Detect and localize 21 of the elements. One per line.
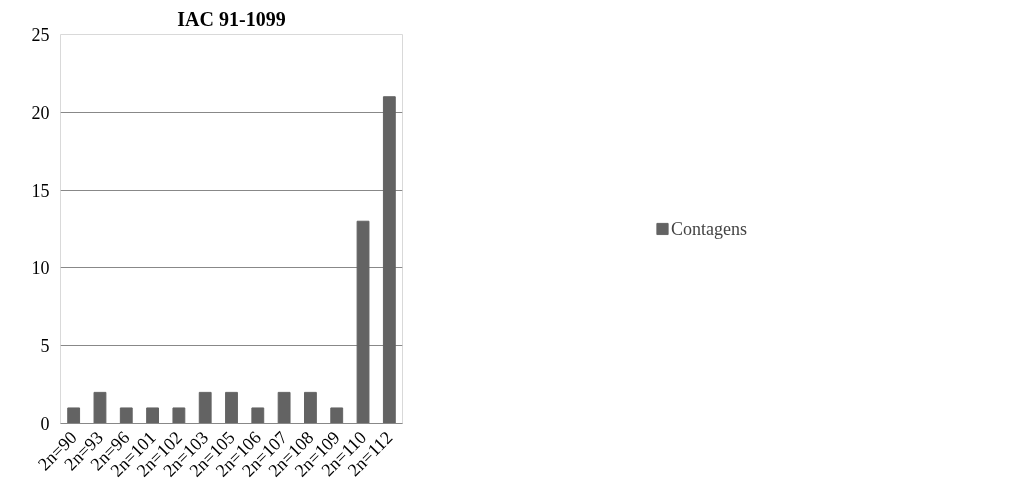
- bar: [119, 407, 133, 424]
- legend-label: Contagens: [671, 218, 747, 239]
- y-tick-label: 15: [31, 180, 50, 201]
- bar: [198, 391, 212, 424]
- bar: [330, 407, 344, 424]
- bar: [146, 407, 159, 424]
- bar: [93, 391, 107, 424]
- bar: [225, 391, 238, 424]
- chart-title: IAC 91-1099: [177, 7, 286, 30]
- y-tick-label: 0: [40, 414, 50, 434]
- bar: [172, 407, 186, 424]
- bar: [356, 220, 370, 424]
- y-tick-label: 10: [31, 258, 50, 279]
- bar: [382, 96, 396, 424]
- y-tick-label: 5: [40, 336, 50, 357]
- bar: [251, 407, 265, 424]
- bar: [67, 407, 81, 424]
- bar: [304, 391, 317, 424]
- y-tick-label: 25: [31, 25, 50, 45]
- bar: [277, 391, 291, 424]
- y-tick-label: 20: [31, 102, 50, 123]
